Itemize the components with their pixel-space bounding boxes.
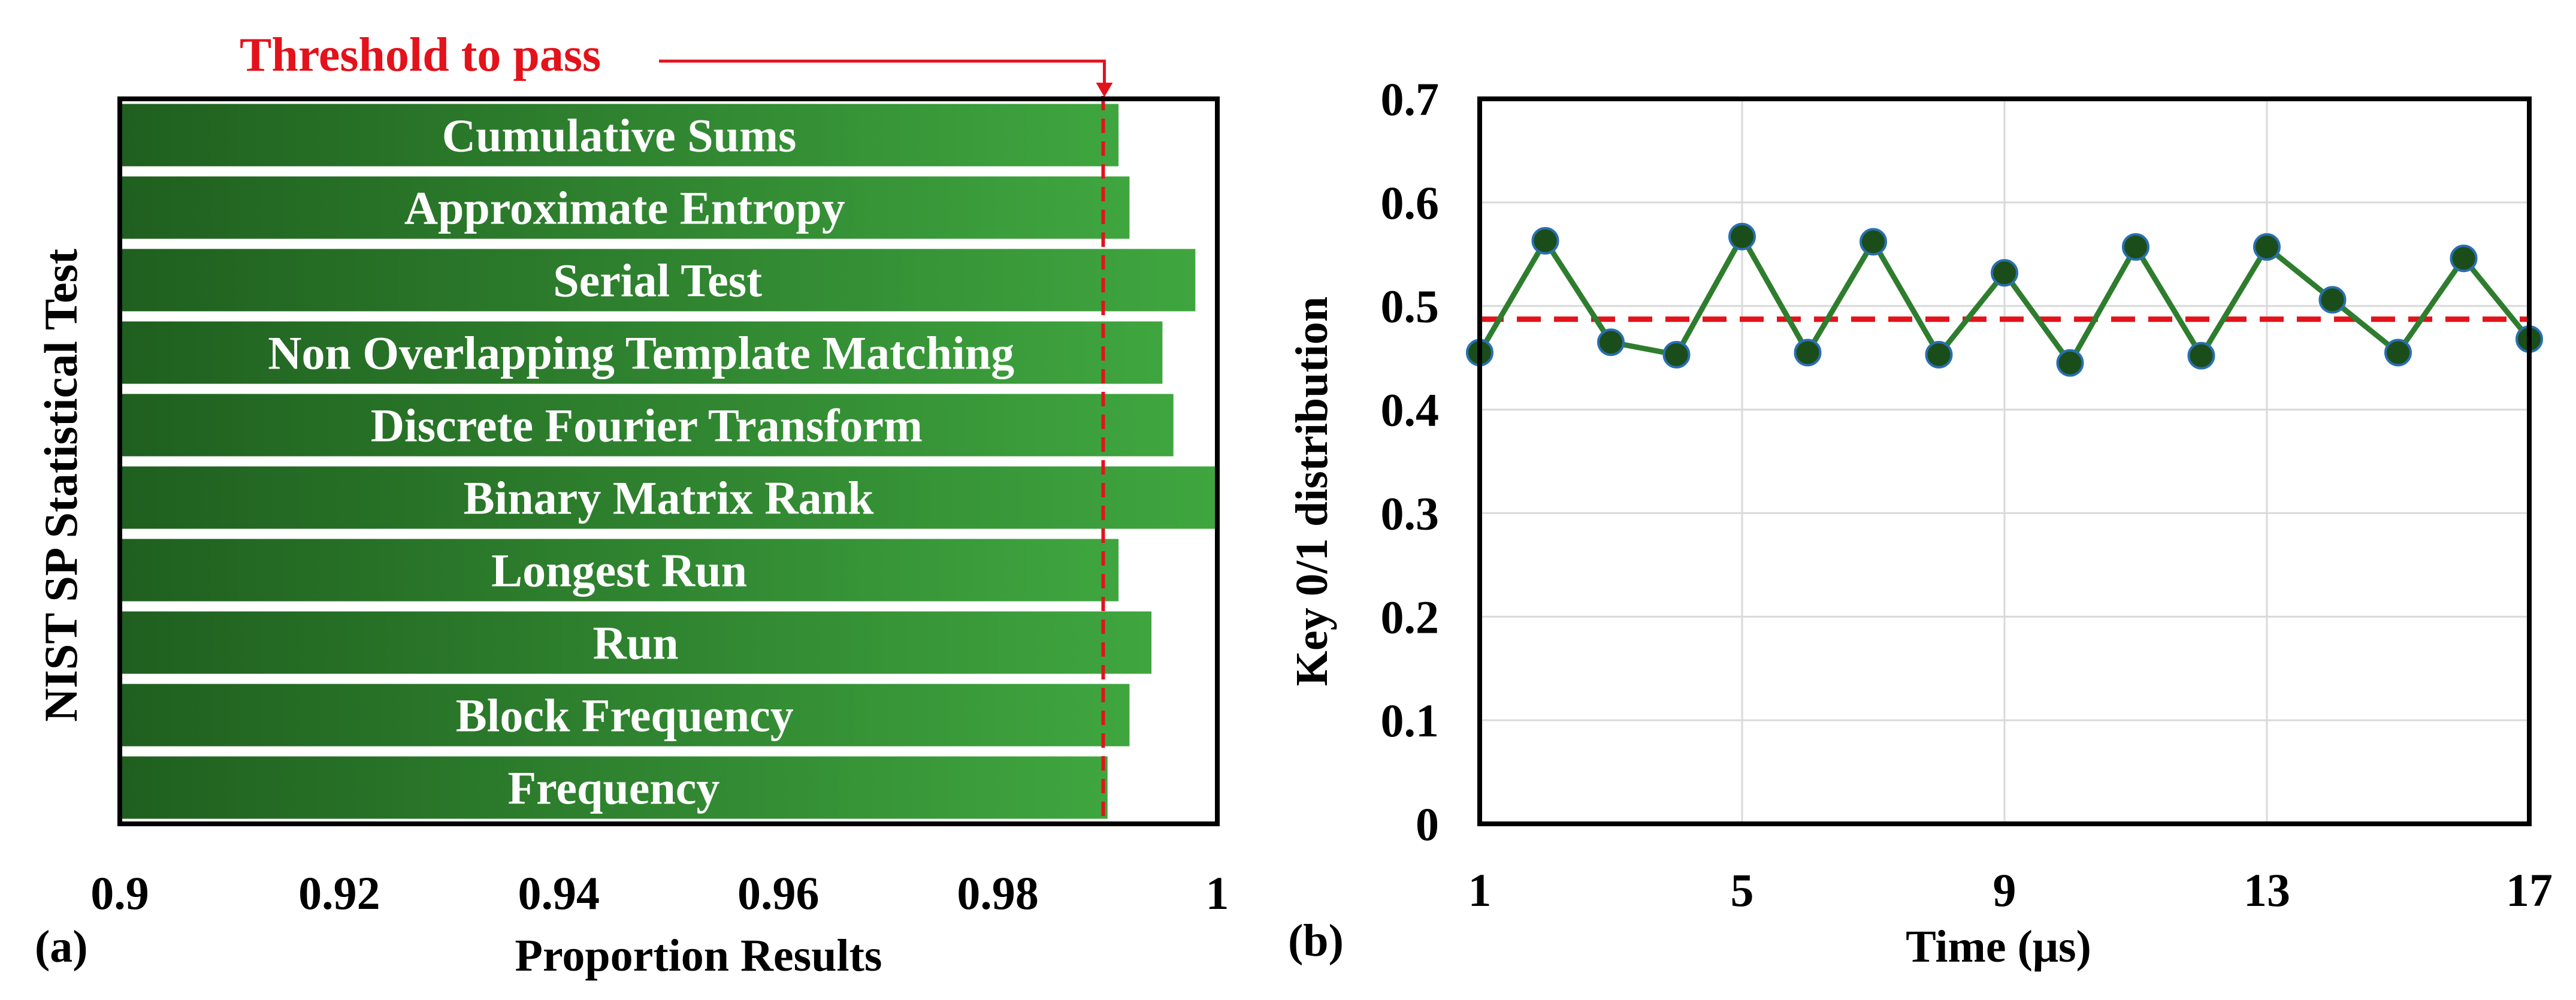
grid-lines: [1479, 98, 2530, 825]
bar-label: Run: [592, 617, 678, 669]
threshold-arrow: [659, 59, 1106, 90]
x-tick-label: 0.96: [737, 867, 820, 919]
x-axis-title: Time (μs): [1906, 922, 2091, 972]
bar-label: Binary Matrix Rank: [464, 472, 874, 524]
bar: [120, 176, 1130, 239]
x-tick-label: 0.92: [298, 867, 380, 919]
bar-group: [120, 104, 1217, 819]
data-point: [2253, 233, 2281, 261]
bar-label: Serial Test: [553, 255, 762, 307]
x-tick-label: 5: [1731, 864, 1754, 916]
bar-label: Frequency: [507, 762, 719, 814]
plot-frame: [1477, 96, 2532, 826]
x-tick-labels: 1 5 9 13 17: [1468, 864, 2553, 916]
plot-frame: [117, 96, 1220, 826]
bar: [120, 684, 1130, 747]
threshold-group: Threshold to pass: [240, 29, 1113, 824]
bar-label: Discrete Fourier Transform: [371, 400, 923, 452]
y-tick-label: 0.5: [1381, 280, 1440, 333]
bar-label: Approximate Entropy: [404, 182, 845, 234]
x-axis-title: Proportion Results: [515, 930, 882, 981]
y-axis-title: NIST SP Statistical Test: [35, 249, 87, 722]
bar: [120, 321, 1163, 384]
y-axis-title: Key 0/1 distribution: [1287, 297, 1337, 686]
bar: [120, 539, 1119, 602]
bar: [120, 611, 1152, 674]
y-tick-label: 0.1: [1381, 694, 1440, 747]
bar: [120, 104, 1119, 167]
data-point: [1794, 339, 1822, 367]
bar-label: Non Overlapping Template Matching: [268, 327, 1014, 379]
y-tick-label: 0.2: [1381, 591, 1440, 643]
x-tick-label: 0.98: [957, 867, 1039, 919]
bar-chart-panel: Cumulative Sums Approximate Entropy Serial…: [35, 29, 1229, 981]
data-point: [1728, 222, 1756, 250]
threshold-arrowhead: [1096, 83, 1113, 97]
x-tick-label: 17: [2506, 864, 2553, 916]
data-point: [2122, 233, 2149, 261]
panel-label: (a): [35, 922, 88, 972]
point-group: [1466, 222, 2543, 377]
x-tick-label: 1: [1468, 864, 1492, 916]
data-point: [2318, 286, 2347, 314]
data-point: [1925, 340, 1953, 368]
x-tick-label: 0.94: [518, 867, 600, 919]
x-tick-labels: 0.9 0.92 0.94 0.96 0.98 1: [90, 867, 1229, 919]
data-point: [2384, 339, 2412, 367]
data-point: [1991, 259, 2018, 287]
bar-label: Longest Run: [491, 545, 747, 597]
line-chart-panel: 0 0.1 0.2 0.3 0.4 0.5 0.6 0.7 1 5 9 13 17 Time (μs)…: [1287, 73, 2553, 972]
data-point: [1597, 328, 1625, 357]
y-tick-label: 0: [1416, 798, 1439, 850]
x-tick-label: 13: [2244, 864, 2290, 916]
bar-label: Block Frequency: [456, 690, 794, 742]
x-tick-label: 1: [1206, 867, 1229, 919]
panel-label: (b): [1288, 916, 1344, 966]
bar: [120, 756, 1108, 819]
bar: [120, 466, 1217, 529]
x-tick-label: 0.9: [90, 867, 149, 919]
y-tick-label: 0.7: [1381, 73, 1440, 125]
data-point: [1662, 340, 1691, 368]
y-tick-labels: 0 0.1 0.2 0.3 0.4 0.5 0.6 0.7: [1381, 73, 1440, 850]
data-point: [2056, 349, 2084, 377]
bar-label: Cumulative Sums: [442, 110, 797, 162]
data-point: [1860, 228, 1887, 256]
y-tick-label: 0.3: [1381, 487, 1440, 539]
bar: [120, 249, 1196, 312]
y-tick-label: 0.6: [1381, 177, 1440, 229]
bar: [120, 394, 1174, 457]
data-point: [2450, 244, 2478, 273]
data-point: [1531, 226, 1559, 255]
bar-label-group: Cumulative Sums Approximate Entropy Serial…: [268, 110, 1014, 814]
y-tick-label: 0.4: [1381, 384, 1440, 436]
data-point: [2187, 342, 2215, 370]
threshold-label: Threshold to pass: [240, 29, 601, 81]
x-tick-label: 9: [1993, 864, 2016, 916]
